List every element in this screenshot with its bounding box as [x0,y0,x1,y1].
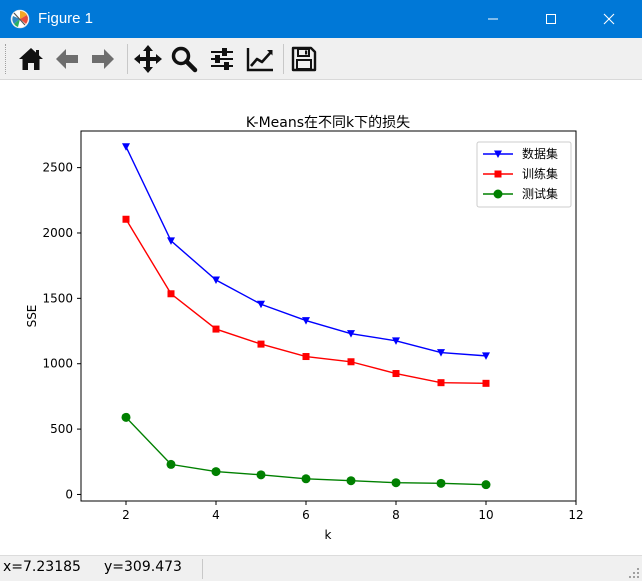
data-point [392,370,400,378]
navigation-toolbar [0,38,642,80]
legend-marker [493,189,503,199]
axes-frame [80,130,577,502]
home-icon [19,48,43,70]
data-point [302,353,310,361]
x-axis: 2 4 6 8 10 12 [122,501,584,522]
y-tick-label: 1500 [42,291,73,305]
data-point [167,237,175,245]
arrow-left-icon [56,49,78,69]
legend-marker [494,150,502,158]
x-tick-label: 12 [568,508,583,522]
y-tick-label: 1000 [42,357,73,371]
title-bar[interactable]: Figure 1 [0,0,642,38]
home-button[interactable] [14,42,48,76]
status-bar: x=7.23185 y=309.473 [0,555,642,581]
line-chart[interactable]: K-Means在不同k下的损失 2 4 6 8 10 12 0 500 1000 1500 200… [0,81,642,555]
window-title: Figure 1 [38,10,94,27]
data-point [257,300,265,309]
forward-button[interactable] [86,42,120,76]
toolbar-separator [127,44,128,74]
data-point [346,476,356,486]
x-axis-label: k [325,528,332,542]
y-tick-label: 0 [65,487,73,501]
figure-canvas[interactable]: K-Means在不同k下的损失 2 4 6 8 10 12 0 500 1000 1500 200… [0,81,642,555]
resize-grip-icon[interactable] [628,567,640,579]
data-point [347,358,355,366]
floppy-disk-icon [291,46,317,72]
x-tick-label: 4 [212,508,220,522]
save-button[interactable] [287,42,321,76]
maximize-button[interactable] [528,0,574,38]
magnifier-icon [171,46,198,73]
x-tick-label: 8 [392,508,400,522]
data-point [212,325,220,333]
minimize-icon [488,18,498,20]
plot-area [121,143,491,490]
data-point [167,290,175,298]
pan-button[interactable] [131,42,165,76]
data-point [482,352,490,360]
data-point [437,379,445,387]
zoom-button[interactable] [167,42,201,76]
x-tick-label: 6 [302,508,310,522]
toolbar-separator [283,44,284,74]
data-point [436,478,446,488]
data-point [301,474,311,484]
data-point [166,459,176,469]
y-axis: 0 500 1000 1500 2000 2500 [42,161,81,501]
data-point [391,478,401,488]
data-point [211,467,221,477]
x-tick-label: 2 [122,508,130,522]
move-icon [134,45,162,73]
chart-title: K-Means在不同k下的损失 [246,115,410,131]
data-point [256,470,266,480]
close-icon [603,13,615,25]
cursor-x-readout: x=7.23185 [3,559,81,575]
cursor-y-readout: y=309.473 [104,559,182,575]
matplotlib-icon [10,9,30,29]
edit-axes-button[interactable] [243,42,277,76]
data-point [481,480,491,490]
data-point [122,215,130,223]
data-point [347,330,355,338]
data-point [437,349,445,357]
legend-label: 数据集 [522,146,558,161]
data-point [122,143,130,151]
y-tick-label: 2000 [42,226,73,240]
y-tick-label: 500 [50,422,73,436]
close-button[interactable] [586,0,632,38]
legend-label: 训练集 [522,166,558,181]
data-point [392,337,400,345]
sliders-icon [211,48,233,70]
back-button[interactable] [50,42,84,76]
status-divider [202,559,203,579]
data-point [212,276,220,285]
legend-marker [494,170,502,178]
data-point [257,340,265,348]
maximize-icon [546,14,556,24]
y-tick-label: 2500 [42,161,73,175]
y-axis-label: SSE [25,305,39,328]
data-point [302,317,310,325]
legend-label: 测试集 [522,186,558,201]
x-tick-label: 10 [478,508,493,522]
subplots-button[interactable] [205,42,239,76]
data-point [121,412,131,422]
toolbar-grip[interactable] [5,44,8,74]
line-chart-icon [246,48,273,72]
data-point [482,379,490,387]
arrow-right-icon [92,49,114,69]
minimize-button[interactable] [470,0,516,38]
